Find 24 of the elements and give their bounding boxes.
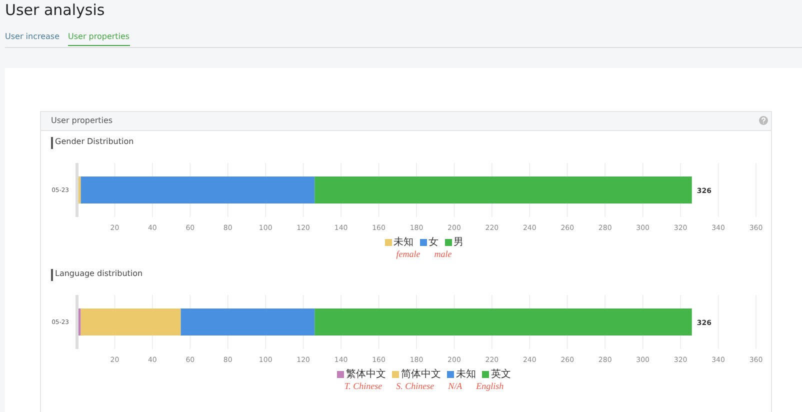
legend-label: 未知 (455, 368, 476, 381)
bar (314, 176, 692, 204)
legend-label: 繁体中文 (345, 368, 386, 381)
bar (180, 308, 315, 336)
bar (80, 176, 315, 204)
legend-label: 未知 (392, 236, 414, 249)
text: female (396, 249, 420, 261)
bar (314, 308, 692, 336)
chart-title: Language distribution (51, 269, 771, 281)
text: User analysis (5, 1, 105, 19)
text: T. Chinese (344, 381, 382, 393)
text: S. Chinese (396, 381, 434, 393)
text: User properties (68, 32, 130, 46)
text: N/A (448, 381, 462, 393)
text: male (434, 249, 452, 261)
text: English (476, 381, 504, 393)
bar (80, 308, 181, 336)
legend-label: 男 (452, 236, 464, 249)
legend-label: 简体中文 (400, 368, 441, 381)
legend-label: 女 (428, 236, 438, 249)
text: User increase (5, 32, 60, 41)
chart-title: Gender Distribution (51, 137, 771, 149)
legend-label: 英文 (490, 368, 511, 381)
text: User properties (41, 112, 771, 131)
